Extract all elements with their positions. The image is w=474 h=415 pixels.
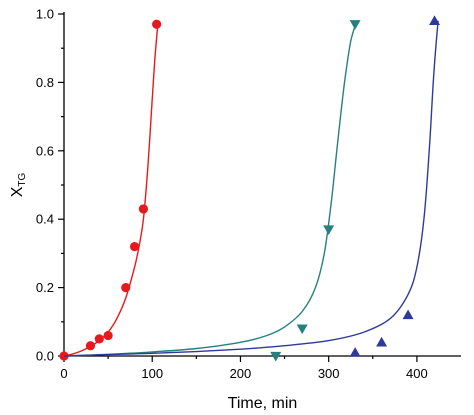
x-tick-label: 100 bbox=[141, 366, 163, 381]
y-tick-label: 0.8 bbox=[36, 75, 54, 90]
y-axis-title-subscript: TG bbox=[17, 173, 28, 187]
y-tick-label: 0.6 bbox=[36, 143, 54, 158]
series-2-point bbox=[296, 324, 308, 335]
series-3-point bbox=[429, 15, 441, 25]
series-1-point bbox=[103, 330, 113, 341]
series-1-point bbox=[94, 334, 104, 344]
series-1-point bbox=[129, 241, 140, 252]
series-1-point bbox=[152, 19, 162, 29]
y-tick-label: 0.4 bbox=[36, 212, 54, 227]
series-3-point bbox=[376, 336, 388, 347]
x-tick-label: 0 bbox=[60, 366, 67, 381]
series-1-fit-line bbox=[63, 27, 159, 357]
series-1-point bbox=[85, 341, 96, 351]
y-tick-label: 0.0 bbox=[36, 349, 54, 364]
x-tick-label: 300 bbox=[318, 366, 340, 381]
series-3-point bbox=[402, 309, 414, 320]
series-3-fit-line bbox=[63, 20, 439, 357]
y-axis-title-main: X bbox=[9, 186, 26, 197]
y-tick-label: 1.0 bbox=[36, 7, 54, 22]
series-1-point bbox=[121, 283, 131, 293]
x-tick-label: 400 bbox=[406, 366, 428, 381]
x-axis-title: Time, min bbox=[228, 395, 298, 412]
y-tick-label: 0.2 bbox=[36, 280, 54, 295]
series-2-fit-line bbox=[63, 20, 358, 357]
series-2-point bbox=[270, 351, 282, 362]
x-tick-label: 200 bbox=[230, 366, 252, 381]
series-3-point bbox=[349, 347, 361, 357]
series-2-point bbox=[323, 225, 335, 235]
y-axis-title: XTG bbox=[9, 173, 28, 198]
plot-area: 0 100 200 300 400 0.0 0.2 0.4 0.6 0.8 1.0 bbox=[36, 7, 461, 381]
series-1-point bbox=[138, 204, 148, 214]
series-2-point bbox=[349, 20, 361, 30]
